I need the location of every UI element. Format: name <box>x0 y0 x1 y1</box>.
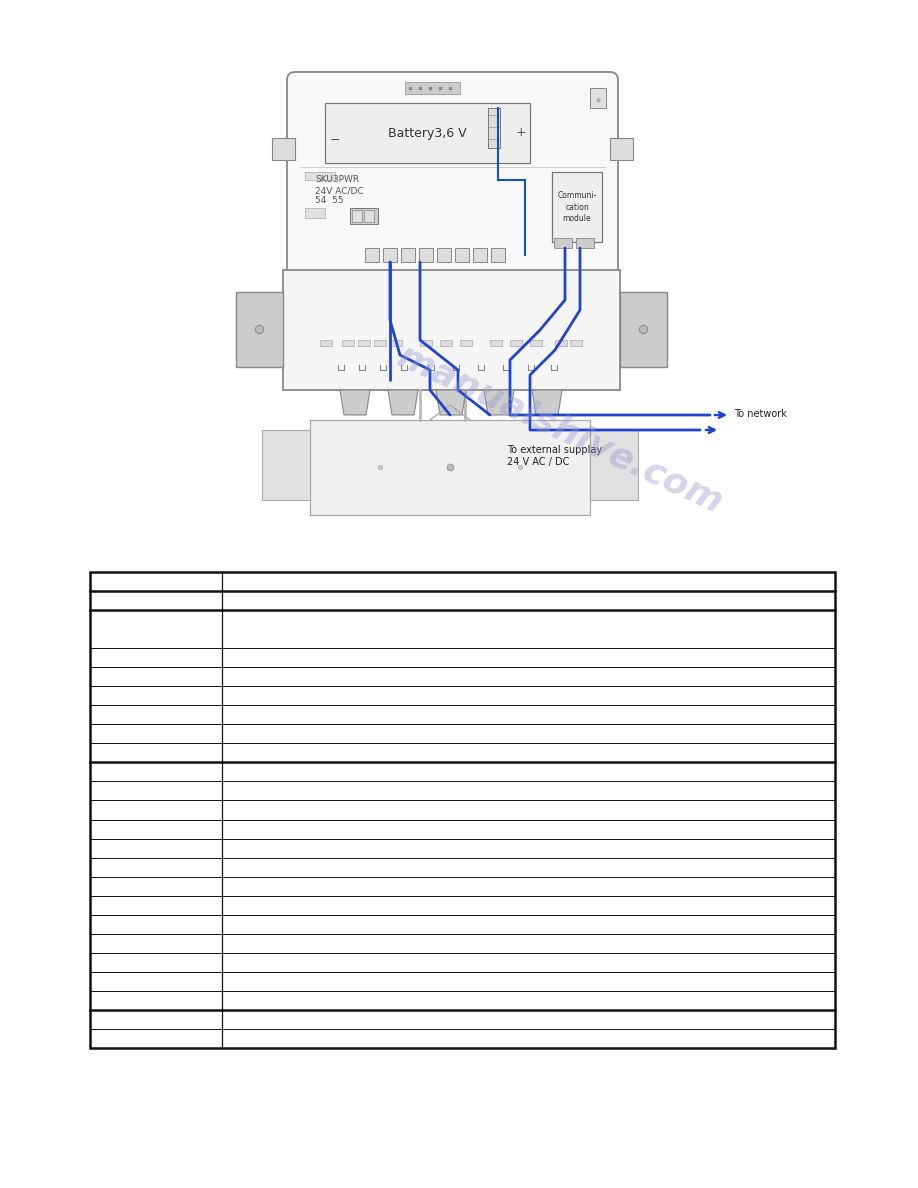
Bar <box>358 340 370 346</box>
Bar <box>405 82 460 94</box>
Bar <box>374 340 386 346</box>
Text: Battery3,6 V: Battery3,6 V <box>387 126 466 139</box>
Polygon shape <box>388 390 418 415</box>
Bar <box>419 248 433 263</box>
Bar <box>554 238 572 248</box>
Bar <box>552 172 602 242</box>
Bar <box>364 210 374 222</box>
Text: 24V AC/DC: 24V AC/DC <box>315 187 364 195</box>
Bar <box>590 88 606 108</box>
Bar <box>437 248 451 263</box>
Bar <box>390 340 402 346</box>
Bar <box>440 340 452 346</box>
Text: manualshive.com: manualshive.com <box>392 340 728 520</box>
Bar <box>610 138 633 160</box>
Bar <box>510 340 522 346</box>
Bar <box>90 571 835 1048</box>
Bar <box>590 430 638 500</box>
FancyBboxPatch shape <box>287 72 618 278</box>
Bar <box>570 340 582 346</box>
Bar <box>491 248 505 263</box>
Bar <box>310 421 590 516</box>
Bar <box>383 248 397 263</box>
Bar <box>305 208 325 219</box>
Bar <box>350 208 378 225</box>
Text: Communi-
cation
module: Communi- cation module <box>557 191 597 223</box>
Bar <box>455 248 469 263</box>
Bar <box>401 248 415 263</box>
Bar <box>530 340 542 346</box>
Bar <box>473 248 487 263</box>
Bar <box>272 138 295 160</box>
Bar <box>325 103 530 163</box>
Bar <box>460 340 472 346</box>
Bar <box>236 292 283 367</box>
Text: +: + <box>516 126 526 139</box>
Bar <box>305 172 335 181</box>
Text: To external supplay
24 V AC / DC: To external supplay 24 V AC / DC <box>507 446 602 467</box>
Polygon shape <box>532 390 562 415</box>
Bar <box>620 292 667 367</box>
Bar <box>365 248 379 263</box>
Polygon shape <box>436 390 466 415</box>
Bar <box>576 238 594 248</box>
Bar <box>488 108 500 148</box>
Bar <box>352 210 362 222</box>
Text: SKU3PWR: SKU3PWR <box>315 175 359 184</box>
Text: To network: To network <box>734 409 787 419</box>
Bar <box>262 430 310 500</box>
Bar <box>555 340 567 346</box>
Bar <box>320 340 332 346</box>
Polygon shape <box>340 390 370 415</box>
Bar <box>283 270 620 390</box>
Polygon shape <box>484 390 514 415</box>
Bar <box>420 340 432 346</box>
Text: −: − <box>330 133 341 146</box>
Text: 54  55: 54 55 <box>315 196 343 206</box>
Bar <box>490 340 502 346</box>
Bar <box>342 340 354 346</box>
